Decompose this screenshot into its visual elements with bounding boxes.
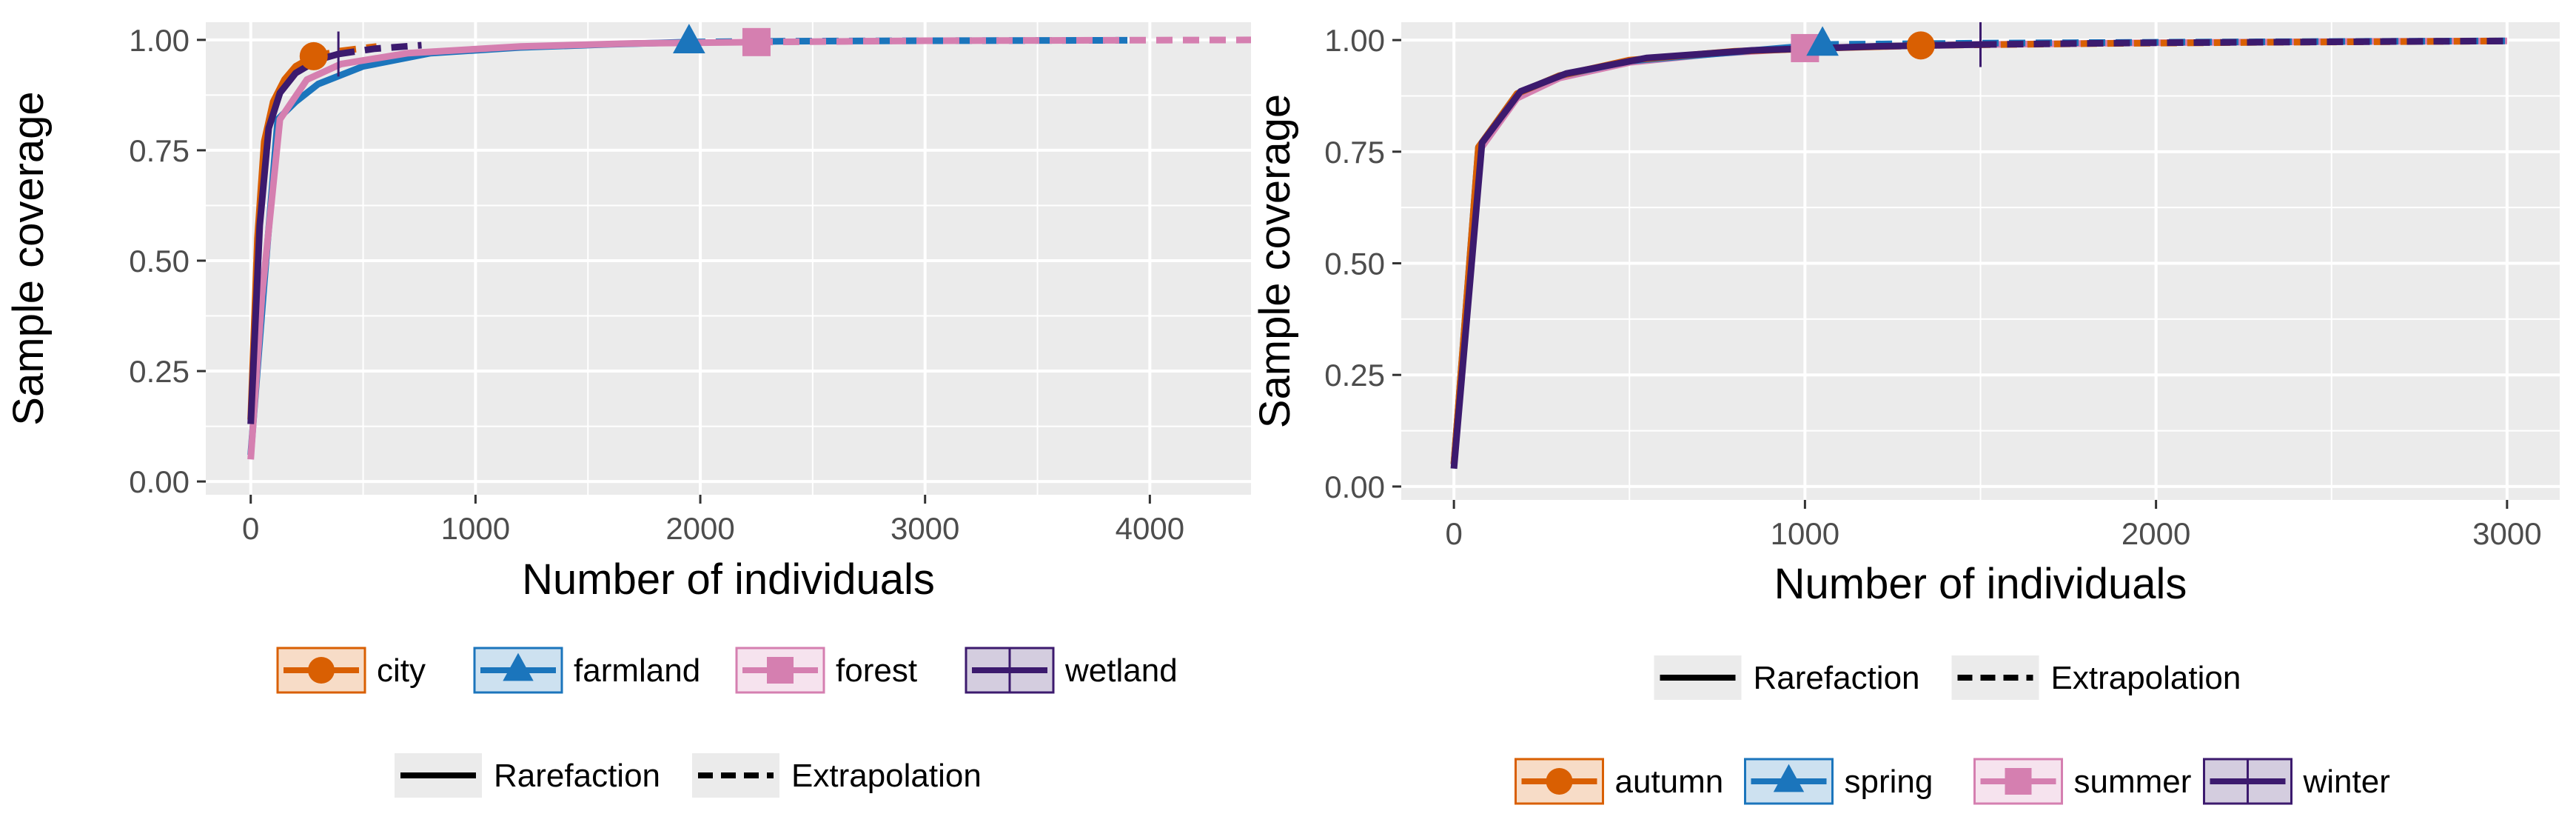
x-tick-label: 3000	[890, 511, 959, 546]
legend-method-label-rarefaction: Rarefaction	[1754, 660, 1920, 696]
plot-background	[206, 22, 1251, 495]
legend-label-wetland: wetland	[1064, 652, 1178, 689]
series-extrapolation-winter	[1980, 37, 2507, 48]
chart-panel-2: 0 1000 2000 3000 0.00 0.25 0.50 0.75 1.00 Number …	[1251, 22, 2560, 805]
x-tick-label: 0	[1445, 516, 1462, 551]
series-rarefaction-forest	[247, 39, 757, 460]
legend-label-summer: summer	[2074, 764, 2192, 800]
legend-label-forest: forest	[836, 652, 917, 689]
legend-methods: Rarefaction Extrapolation	[395, 753, 982, 798]
x-tick-label: 1000	[441, 511, 510, 546]
y-tick-label: 0.50	[129, 244, 189, 278]
series-layer	[1450, 22, 2507, 470]
y-tick-label: 1.00	[129, 23, 189, 58]
y-tick-label: 0.00	[1324, 470, 1385, 504]
legend-marker-summer	[2005, 768, 2032, 795]
y-tick-label: 0.25	[1324, 358, 1385, 393]
legend-label-farmland: farmland	[574, 652, 700, 689]
y-tick-label: 0.75	[1324, 135, 1385, 170]
legend-label-winter: winter	[2303, 764, 2390, 800]
legend-marker-autumn	[1546, 768, 1573, 795]
x-tick-label: 1000	[1771, 516, 1839, 551]
observed-point-farmland	[673, 24, 705, 53]
legend-marker-city	[308, 657, 335, 684]
x-axis-title: Number of individuals	[1774, 560, 2187, 608]
series-extrapolation-farmland	[688, 36, 1128, 46]
legend-marker-forest	[767, 657, 794, 684]
observed-point-autumn	[1906, 31, 1935, 60]
y-tick-label: 0.25	[129, 354, 189, 389]
y-tick-label: 1.00	[1324, 23, 1385, 58]
y-tick-label: 0.00	[129, 464, 189, 499]
legend-label-city: city	[377, 652, 426, 689]
x-tick-label: 0	[242, 511, 259, 546]
y-tick-label: 0.50	[1324, 247, 1385, 281]
legend-label-spring: spring	[1845, 764, 1933, 800]
legend-method-label-extrapolation: Extrapolation	[2051, 660, 2241, 696]
legend-series: city farmland forest wetland	[276, 647, 1178, 694]
legend-label-autumn: autumn	[1615, 764, 1724, 800]
observed-point-forest	[742, 27, 771, 56]
legend-marker-spring	[1773, 764, 1805, 792]
observed-point-city	[299, 41, 328, 70]
legend-method-label-extrapolation: Extrapolation	[791, 758, 982, 794]
x-axis-title: Number of individuals	[522, 555, 935, 604]
series-rarefaction-winter	[1450, 41, 1981, 470]
y-tick-label: 0.75	[129, 133, 189, 168]
legend-methods: Rarefaction Extrapolation	[1654, 655, 2241, 700]
y-axis-title: Sample coverage	[1251, 94, 1299, 428]
x-tick-label: 3000	[2472, 516, 2541, 551]
x-tick-label: 4000	[1116, 511, 1184, 546]
series-extrapolation-wetland	[338, 41, 422, 58]
legend-marker-farmland	[503, 652, 534, 681]
x-tick-label: 2000	[665, 511, 734, 546]
x-tick-label: 2000	[2121, 516, 2190, 551]
observed-point-spring	[1806, 26, 1839, 56]
y-axis-title: Sample coverage	[4, 91, 53, 425]
series-extrapolation-forest	[756, 36, 1251, 46]
legend-method-label-rarefaction: Rarefaction	[494, 758, 660, 794]
legend-series: autumn spring summer winter	[1515, 758, 2390, 805]
chart-panel-1: 0 1000 2000 3000 4000 0.00 0.25 0.50 0.75 1.00 Num…	[4, 22, 1251, 798]
series-layer	[247, 24, 1251, 460]
